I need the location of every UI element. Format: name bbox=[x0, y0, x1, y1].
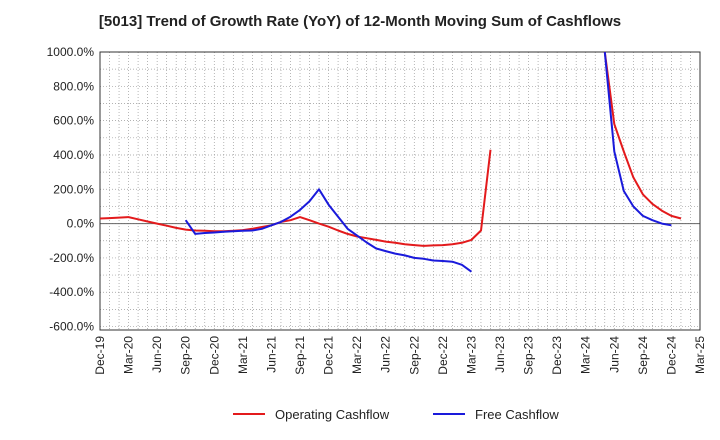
operating-cashflow-line bbox=[100, 52, 682, 247]
y-tick-label: 1000.0% bbox=[47, 45, 95, 59]
grid bbox=[100, 52, 700, 330]
x-tick-label: Dec-24 bbox=[664, 336, 678, 375]
x-tick-label: Sep-20 bbox=[179, 336, 193, 375]
x-tick-label: Mar-20 bbox=[122, 336, 136, 374]
x-tick-label: Sep-24 bbox=[636, 336, 650, 375]
y-tick-label: 800.0% bbox=[53, 79, 94, 93]
legend-label-operating: Operating Cashflow bbox=[275, 407, 390, 422]
y-tick-label: -400.0% bbox=[49, 285, 94, 299]
y-tick-label: -600.0% bbox=[49, 320, 94, 334]
x-tick-label: Jun-22 bbox=[379, 336, 393, 373]
x-tick-label: Jun-24 bbox=[607, 336, 621, 373]
legend: Operating Cashflow Free Cashflow bbox=[233, 407, 559, 422]
y-tick-label: 400.0% bbox=[53, 148, 94, 162]
y-tick-label: 200.0% bbox=[53, 182, 94, 196]
x-tick-label: Mar-23 bbox=[464, 336, 478, 374]
x-tick-label: Dec-20 bbox=[207, 336, 221, 375]
x-axis-ticks: Dec-19 Mar-20 Jun-20 Sep-20 Dec-20 Mar-21 Jun-… bbox=[93, 336, 707, 375]
chart-title: [5013] Trend of Growth Rate (YoY) of 12-… bbox=[99, 13, 621, 30]
x-tick-label: Sep-23 bbox=[522, 336, 536, 375]
x-tick-label: Jun-21 bbox=[264, 336, 278, 373]
plot-area bbox=[99, 51, 701, 331]
x-tick-label: Mar-22 bbox=[350, 336, 364, 374]
x-tick-label: Dec-22 bbox=[436, 336, 450, 375]
series bbox=[100, 52, 682, 273]
x-tick-label: Jun-20 bbox=[150, 336, 164, 373]
y-tick-label: 600.0% bbox=[53, 114, 94, 128]
x-tick-label: Dec-21 bbox=[322, 336, 336, 375]
x-tick-label: Mar-25 bbox=[693, 336, 707, 374]
x-tick-label: Mar-24 bbox=[579, 336, 593, 374]
y-axis-ticks: 1000.0% 800.0% 600.0% 400.0% 200.0% 0.0% -200.… bbox=[47, 45, 95, 334]
free-cashflow-line bbox=[184, 52, 672, 273]
x-tick-label: Mar-21 bbox=[236, 336, 250, 374]
x-tick-label: Sep-22 bbox=[407, 336, 421, 375]
legend-label-free: Free Cashflow bbox=[475, 407, 559, 422]
x-tick-label: Jun-23 bbox=[493, 336, 507, 373]
x-tick-label: Dec-23 bbox=[550, 336, 564, 375]
x-tick-label: Sep-21 bbox=[293, 336, 307, 375]
x-tick-label: Dec-19 bbox=[93, 336, 107, 375]
y-tick-label: 0.0% bbox=[67, 217, 95, 231]
y-tick-label: -200.0% bbox=[49, 251, 94, 265]
